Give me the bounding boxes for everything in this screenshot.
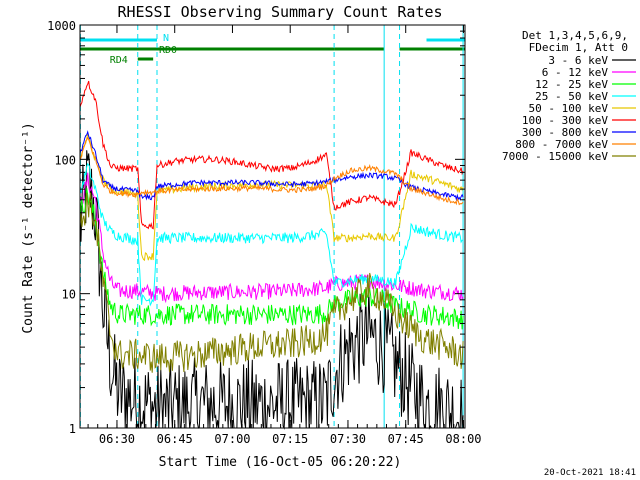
x-tick-label: 06:45: [157, 432, 193, 446]
series-line-4: [79, 132, 464, 262]
legend-entry-label: 25 - 50 keV: [535, 90, 608, 103]
legend-entry-label: 7000 - 15000 keV: [502, 150, 608, 163]
y-tick-label: 100: [54, 153, 76, 167]
x-tick-label: 07:00: [214, 432, 250, 446]
y-tick-label: 1000: [47, 19, 76, 33]
legend-entry-label: 100 - 300 keV: [522, 114, 608, 127]
footer-timestamp: 20-Oct-2021 18:41: [544, 468, 636, 478]
x-axis-label: Start Time (16-Oct-05 06:20:22): [159, 455, 402, 470]
series-line-6: [79, 130, 464, 202]
series-line-3: [79, 162, 464, 307]
y-axis-label: Count Rate (s⁻¹ detector⁻¹): [21, 122, 36, 333]
legend-entry-label: 800 - 7000 keV: [515, 138, 608, 151]
x-tick-label: 07:45: [388, 432, 424, 446]
series-line-8: [79, 192, 464, 373]
y-ticks-layer: 1 10 100 1000: [47, 19, 465, 436]
x-tick-label: 07:30: [330, 432, 366, 446]
legend-entry-label: 6 - 12 keV: [542, 66, 609, 79]
series-line-5: [79, 80, 464, 230]
x-tick-label: 07:15: [272, 432, 308, 446]
series-layer: [79, 80, 464, 430]
x-tick-label: 06:30: [99, 432, 135, 446]
legend-entry-label: 300 - 800 keV: [522, 126, 608, 139]
plot-frame: [79, 24, 466, 429]
y-tick-label: 1: [69, 422, 76, 436]
legend-entry-label: 3 - 6 keV: [548, 54, 608, 67]
flag-label-rd4: RD4: [110, 55, 128, 66]
y-tick-label: 10: [62, 288, 76, 302]
x-tick-label: 08:00: [445, 432, 481, 446]
series-line-7: [79, 136, 464, 206]
series-line-1: [79, 172, 464, 304]
legend-entry-label: 12 - 25 keV: [535, 78, 608, 91]
chart-title: RHESSI Observing Summary Count Rates: [117, 3, 442, 21]
flag-label-n: N: [163, 33, 169, 44]
flag-label-rd0: RD0: [159, 45, 177, 56]
legend: Det 1,3,4,5,6,9,FDecim 1, Att 03 - 6 keV…: [502, 29, 636, 163]
legend-header-line: Det 1,3,4,5,6,9,: [522, 29, 628, 42]
legend-entry-label: 50 - 100 keV: [529, 102, 609, 115]
x-ticks-layer: 06:30 06:45 07:00 07:15 07:30 07:45 08:00: [87, 25, 482, 446]
legend-header-line: FDecim 1, Att 0: [529, 41, 628, 54]
series-line-0: [79, 150, 464, 430]
